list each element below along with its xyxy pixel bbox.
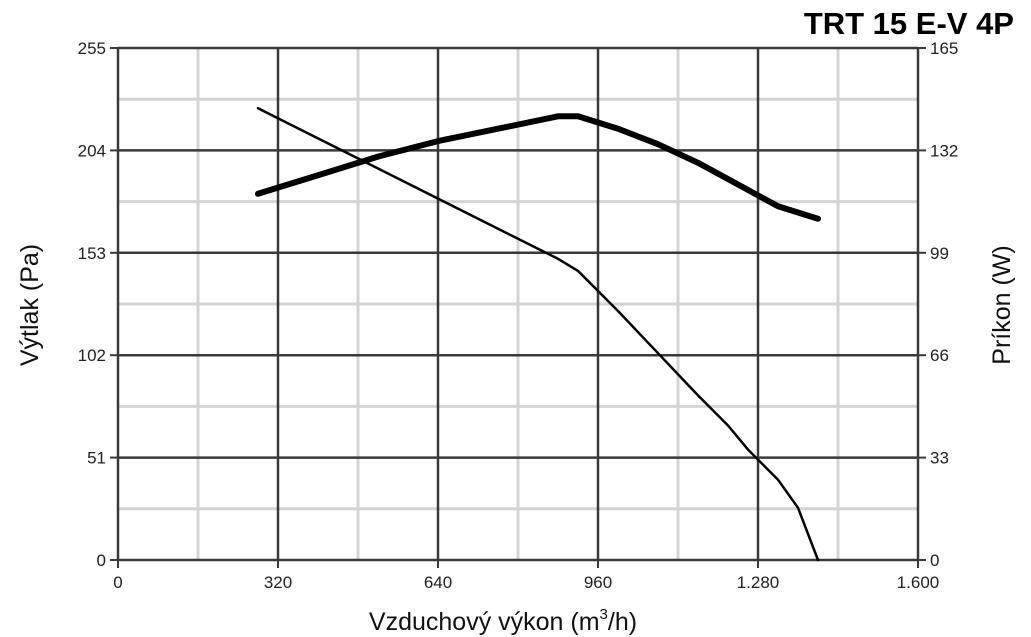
right-axis-ticks: 0 33 66 99 132 165 [918,39,958,570]
x-axis-title-superscript: 3 [600,606,608,623]
y-tick-label: 153 [78,244,106,263]
y-tick-label: 204 [78,141,106,160]
x-tick-label: 960 [584,573,612,592]
curves [255,106,821,562]
x-axis-title: Vzduchový výkon (m3/h) [369,606,637,636]
bottom-axis-ticks: 0 320 640 960 1.280 1.600 [113,560,939,592]
x-axis-title-tail: /h) [608,608,637,636]
y2-tick-label: 99 [930,244,949,263]
y2-axis-title: Príkon (W) [988,245,1016,364]
chart-title: TRT 15 E-V 4P [804,6,1014,41]
x-tick-label: 640 [424,573,452,592]
y-axis-title: Výtlak (Pa) [16,244,44,366]
x-tick-label: 0 [113,573,122,592]
y2-tick-label: 66 [930,346,949,365]
minor-grid [118,48,918,560]
y2-tick-label: 165 [930,39,958,58]
y-tick-label: 102 [78,346,106,365]
major-grid [116,46,920,562]
x-tick-label: 1.280 [737,573,780,592]
y2-tick-label: 0 [930,551,939,570]
x-tick-label: 1.600 [897,573,940,592]
y2-tick-label: 132 [930,141,958,160]
power-curve [255,113,821,222]
x-tick-label: 320 [264,573,292,592]
pressure-curve [256,106,820,562]
y-tick-label: 255 [78,39,106,58]
x-axis-title-main: Vzduchový výkon (m [369,608,600,636]
left-axis-ticks: 0 51 102 153 204 255 [78,39,118,570]
y-tick-label: 0 [97,551,106,570]
y-tick-label: 51 [87,449,106,468]
y2-tick-label: 33 [930,449,949,468]
